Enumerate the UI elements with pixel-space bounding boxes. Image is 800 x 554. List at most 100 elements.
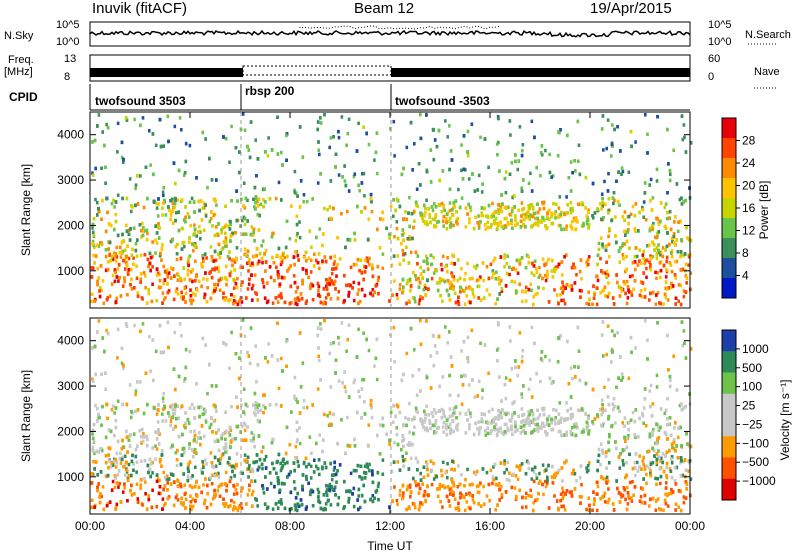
data-cell [619,149,622,153]
data-cell [117,485,120,489]
data-cell [438,178,441,183]
data-cell [232,294,236,299]
data-cell [176,278,180,282]
data-cell [180,198,184,202]
data-cell [326,208,329,212]
data-cell [247,269,250,273]
data-cell [201,130,205,135]
data-cell [254,138,257,142]
data-cell [570,226,574,230]
data-cell [217,475,221,479]
data-cell [448,124,451,128]
data-cell [493,256,497,261]
data-cell [595,508,599,513]
data-cell [649,267,653,272]
data-cell [658,261,662,265]
data-cell [573,159,576,163]
data-cell [442,430,445,434]
data-cell [679,461,682,465]
data-cell [511,207,514,211]
data-cell [134,389,138,393]
data-cell [413,219,416,223]
data-cell [346,337,350,342]
data-cell [148,251,152,256]
data-cell [648,260,651,264]
data-cell [628,480,632,485]
data-cell [198,225,201,229]
data-cell [442,409,445,414]
data-cell [338,257,342,261]
data-cell [215,266,218,271]
data-cell [652,221,655,226]
data-cell [190,507,193,512]
data-cell [281,163,284,167]
data-cell [595,302,599,307]
data-cell [447,425,450,430]
data-cell [607,171,610,176]
data-cell [162,264,165,269]
data-cell [161,213,164,217]
data-cell [295,222,299,227]
data-cell [651,290,655,295]
data-cell [601,204,604,208]
data-cell [266,281,269,285]
data-cell [427,207,431,211]
data-cell [490,223,493,227]
data-cell [325,284,328,288]
data-cell [294,250,297,254]
data-cell [281,459,285,463]
data-cell [580,430,584,434]
data-cell [158,117,162,122]
data-cell [520,153,524,158]
data-cell [396,236,400,241]
data-cell [172,221,175,225]
data-cell [556,265,560,269]
data-cell [521,299,524,304]
data-cell [527,287,531,292]
data-cell [393,441,396,445]
date-title: 19/Apr/2015 [590,0,672,17]
data-cell [448,167,451,172]
data-cell [136,408,140,412]
data-cell [468,217,471,221]
data-cell [405,282,409,286]
data-cell [191,268,194,272]
data-cell [538,265,541,270]
data-cell [654,302,658,306]
data-cell [618,203,621,207]
data-cell [117,279,120,283]
data-cell [645,266,648,271]
data-cell [163,278,167,282]
data-cell [513,214,517,218]
data-cell [629,212,633,216]
data-cell [147,288,150,292]
data-cell [452,205,455,210]
data-cell [329,255,332,260]
data-cell [125,196,129,201]
data-cell [302,193,306,197]
data-cell [507,205,510,210]
data-cell [334,287,337,291]
data-cell [641,459,645,463]
data-cell [246,261,249,265]
data-cell [191,242,194,246]
data-cell [585,466,588,470]
data-cell [474,266,478,271]
data-cell [585,221,589,226]
data-cell [287,266,291,271]
data-cell [174,198,177,202]
data-cell [93,261,96,265]
data-cell [179,278,183,283]
data-cell [423,214,426,218]
data-cell [202,205,206,210]
data-cell [542,424,546,429]
data-cell [376,264,380,269]
data-cell [376,278,380,283]
data-cell [96,279,99,284]
data-cell [412,225,415,230]
data-cell [328,282,331,286]
data-cell [400,241,403,246]
data-cell [541,463,545,467]
data-cell [611,329,614,333]
data-cell [302,461,306,466]
